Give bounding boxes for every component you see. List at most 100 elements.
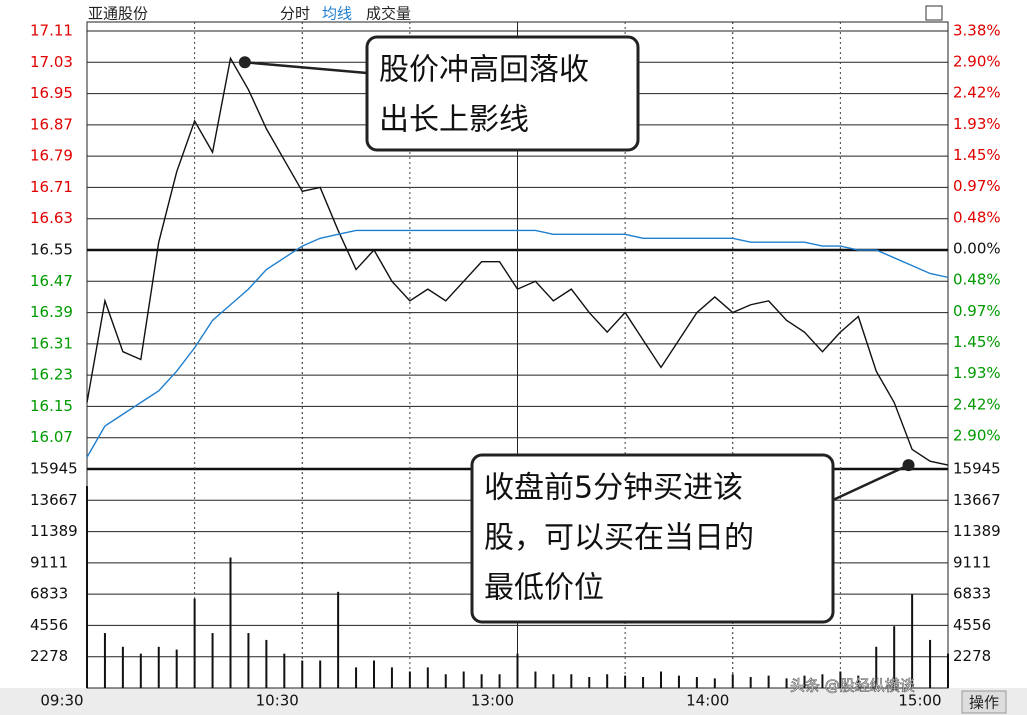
volume-bar: [86, 486, 88, 688]
volume-tick-label: 6833: [953, 585, 991, 603]
volume-bar: [355, 667, 358, 688]
price-line: [86, 56, 949, 466]
volume-tick-label: 6833: [30, 585, 68, 603]
volume-bar: [408, 671, 411, 688]
volume-tick-label: 11389: [30, 522, 78, 540]
button-box[interactable]: [961, 690, 1007, 714]
tab[interactable]: 成交量: [366, 5, 411, 23]
volume-bar: [731, 674, 734, 688]
stock-name: 亚通股份: [88, 5, 148, 23]
y-tick-label: 16.63: [30, 209, 73, 227]
y-tick-label: 16.71: [30, 178, 73, 196]
volume-bar: [444, 674, 447, 688]
connector: [244, 61, 368, 75]
y2-tick-label: 1.93%: [953, 364, 1001, 382]
watermark: 头条 @股经纵横谈: [790, 677, 915, 695]
annotation-text: 收盘前5分钟买进该: [484, 471, 743, 506]
y2-tick-label: 1.45%: [953, 333, 1001, 351]
y2-tick-label: 0.48%: [953, 209, 1001, 227]
y2-tick-label: 3.38%: [953, 22, 1001, 40]
volume-bar: [498, 674, 501, 688]
annotation-text: 股，可以买在当日的: [484, 521, 754, 556]
volume-bar: [660, 671, 662, 688]
y-tick-label: 16.95: [30, 84, 73, 102]
volume-bar: [211, 633, 214, 688]
volume-bar: [785, 678, 788, 688]
y2-tick-label: 0.48%: [953, 270, 1001, 288]
button-label[interactable]: 操作: [969, 694, 999, 712]
marks: [86, 56, 949, 688]
x-tick-label: 13:00: [471, 692, 514, 710]
y-tick-label: 16.39: [30, 303, 73, 321]
x-tick-label: 15:00: [898, 692, 941, 710]
volume-bar: [713, 678, 716, 688]
volume-bar: [247, 633, 250, 688]
toggle-icon[interactable]: [925, 5, 943, 21]
x-tick-label: 10:30: [256, 692, 299, 710]
volume-bar: [695, 677, 698, 688]
annotation-box: [365, 35, 640, 152]
volume-bar: [803, 675, 806, 688]
volume-bar: [588, 677, 591, 688]
y-tick-label: 16.55: [30, 241, 73, 259]
volume-tick-label: 9111: [953, 553, 991, 571]
volume-bar: [911, 594, 914, 688]
volume-tick-label: 4556: [953, 616, 991, 634]
y-tick-label: 16.79: [30, 147, 73, 165]
volume-tick-label: 4556: [30, 616, 68, 634]
volume-bar: [103, 633, 106, 688]
volume-tick-label: 13667: [953, 491, 1001, 509]
annotation-text: 出长上影线: [379, 103, 529, 138]
x-tick-label: 09:30: [40, 692, 83, 710]
volume-bar: [373, 660, 375, 688]
annotation-point: [902, 459, 915, 472]
volume-bar: [337, 591, 340, 688]
volume-bar: [283, 653, 286, 688]
y2-tick-label: 1.93%: [953, 115, 1001, 133]
volume-bar: [570, 674, 573, 688]
volume-bar: [642, 677, 645, 688]
volume-bar: [857, 675, 860, 688]
tab[interactable]: 分时: [280, 5, 310, 23]
y-tick-label: 17.11: [30, 22, 73, 40]
x-tick-label: 14:00: [686, 692, 729, 710]
volume-tick-label: 11389: [953, 522, 1001, 540]
y2-tick-label: 0.00%: [953, 240, 1001, 258]
volume-bar: [175, 649, 178, 688]
connector: [832, 463, 910, 502]
volume-bar: [893, 626, 896, 688]
y2-tick-label: 2.42%: [953, 396, 1001, 414]
y-tick-label: 16.23: [30, 366, 73, 384]
volume-bar: [624, 675, 627, 688]
volume-bar: [875, 646, 878, 688]
volume-bar: [767, 675, 770, 688]
volume-tick-label: 9111: [30, 553, 68, 571]
y-tick-label: 16.31: [30, 334, 73, 352]
y2-tick-label: 1.45%: [953, 146, 1001, 164]
y2-tick-label: 2.42%: [953, 83, 1001, 101]
y-tick-label: 16.07: [30, 428, 73, 446]
volume-bar: [749, 677, 752, 688]
tab[interactable]: 均线: [322, 5, 352, 23]
volume-bar: [534, 671, 537, 688]
volume-bar: [552, 674, 555, 688]
volume-tick-label: 15945: [953, 460, 1001, 478]
volume-bar: [480, 674, 483, 688]
volume-bar: [516, 653, 519, 688]
annotation-point: [238, 56, 251, 69]
annotation-box: [470, 453, 835, 624]
volume-bar: [229, 557, 232, 688]
volume-bar: [821, 674, 824, 688]
y2-tick-label: 0.97%: [953, 177, 1001, 195]
volume-tick-label: 2278: [953, 647, 991, 665]
labels: 亚通股份 分时 均线 成交量 17.11 17.03 16.95 16.87 16.79 16.7…: [30, 5, 1007, 714]
time-strip: [0, 688, 1027, 715]
volume-bar: [929, 639, 932, 688]
y2-tick-label: 0.97%: [953, 302, 1001, 320]
volume-tick-label: 13667: [30, 491, 78, 509]
volume-bar: [319, 660, 322, 688]
volume-bar: [462, 671, 465, 688]
average-line: [86, 229, 949, 458]
